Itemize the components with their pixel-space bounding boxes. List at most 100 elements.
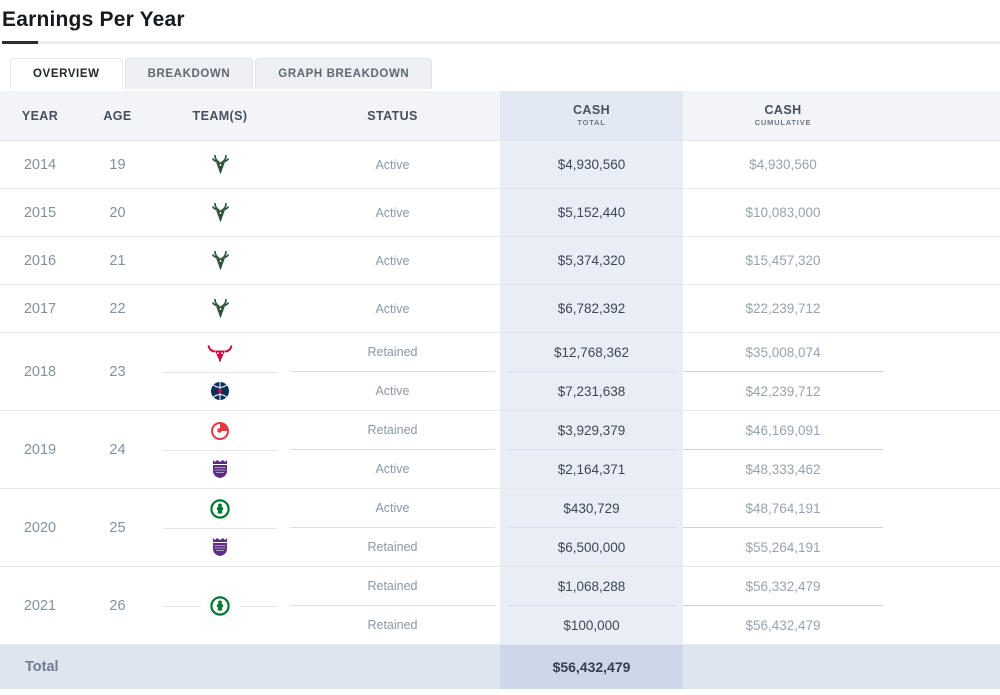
cash-total-cell-value: $5,374,320: [557, 253, 626, 268]
cash-total-cell-value: $2,164,371: [557, 461, 626, 477]
cash-total-cell: $430,729 $6,500,000: [500, 489, 683, 566]
header-cash-cumulative-sub: CUMULATIVE: [754, 118, 812, 128]
header-cash-total[interactable]: CASH TOTAL: [500, 91, 683, 140]
total-label: Total: [25, 659, 59, 675]
team-cell: [155, 489, 285, 566]
cash-total-cell-subrow-divider: [506, 371, 677, 372]
age-cell: 21: [80, 237, 155, 284]
age-cell: 26: [80, 567, 155, 644]
header-cash-cumulative-main: CASH: [764, 102, 802, 117]
wizards-logo[interactable]: [210, 372, 230, 410]
cash-total-cell-subrow-divider: [506, 605, 677, 606]
table-row: 2016 21 Active $5,374,320 $15,457,320: [0, 237, 1000, 285]
bulls-logo[interactable]: [207, 334, 233, 372]
cash-cumulative-cell-line: $42,239,712: [683, 372, 883, 410]
year-cell: 2014: [0, 141, 80, 188]
total-cash-cell: $56,432,479: [500, 645, 683, 689]
table-header-row: YEAR AGE TEAM(S) STATUS CASH TOTAL CASH …: [0, 91, 1000, 141]
cash-cumulative-cell-line: $15,457,320: [683, 237, 883, 284]
cash-total-cell-line: $6,500,000: [500, 528, 683, 566]
year-value: 2020: [23, 519, 57, 536]
cash-cumulative-cell-value: $15,457,320: [745, 253, 821, 268]
cash-total-cell-subrow-divider: [506, 527, 677, 528]
cash-total-cell: $6,782,392: [500, 285, 683, 332]
cash-cumulative-cell-value: $42,239,712: [745, 383, 821, 399]
status-cell: Active: [285, 189, 500, 236]
celtics-logo[interactable]: [201, 586, 239, 625]
cash-total-cell-line: $4,930,560: [500, 141, 683, 188]
status-cell-value: Retained: [367, 540, 418, 554]
cash-cumulative-cell-line: $56,432,479: [683, 606, 883, 644]
age-cell: 24: [80, 411, 155, 488]
total-label-cell: Total: [0, 645, 500, 689]
kings-logo[interactable]: [211, 450, 229, 488]
cash-cumulative-cell-line: $22,239,712: [683, 285, 883, 332]
cash-total-cell-line: $100,000: [500, 606, 683, 644]
table-row: 2018 23 Retained Active $12,768,362 $7,231,63…: [0, 333, 1000, 411]
cash-total-cell-line: $12,768,362: [500, 333, 683, 371]
year-cell: 2017: [0, 285, 80, 332]
cash-total-cell-value: $5,152,440: [557, 205, 626, 220]
cash-total-cell-line: $5,374,320: [500, 237, 683, 284]
team-subrow-divider: [163, 449, 277, 451]
cash-cumulative-cell: $56,332,479 $56,432,479: [683, 567, 883, 644]
team-cell: [155, 411, 285, 488]
cash-total-cell-line: $3,929,379: [500, 411, 683, 449]
cash-total-cell-value: $430,729: [563, 500, 620, 516]
hawks-logo[interactable]: [210, 412, 230, 450]
row-filler: [883, 567, 1000, 644]
row-filler: [883, 141, 1000, 188]
table-row: 2014 19 Active $4,930,560 $4,930,560: [0, 141, 1000, 189]
year-cell: 2020: [0, 489, 80, 566]
cash-total-cell-value: $7,231,638: [557, 383, 626, 399]
status-cell-value: Active: [375, 205, 410, 220]
cash-total-cell-line: $430,729: [500, 489, 683, 527]
tab-breakdown[interactable]: BREAKDOWN: [124, 58, 254, 89]
team-cell: [155, 237, 285, 284]
cash-cumulative-cell-value: $4,930,560: [749, 157, 817, 172]
cash-total-cell-value: $3,929,379: [557, 422, 626, 438]
kings-logo[interactable]: [211, 528, 229, 566]
age-cell: 23: [80, 333, 155, 410]
cash-total-cell: $12,768,362 $7,231,638: [500, 333, 683, 410]
cash-cumulative-cell-value: $46,169,091: [745, 422, 821, 438]
bucks-logo[interactable]: [211, 285, 230, 332]
celtics-logo[interactable]: [210, 490, 230, 528]
table-row: 2020 25 Active Retained $430,729 $6,500,000 $4…: [0, 489, 1000, 567]
table-row: 2015 20 Active $5,152,440 $10,083,000: [0, 189, 1000, 237]
status-cell-line: Active: [285, 372, 500, 410]
header-cash-total-main: CASH: [572, 102, 611, 117]
bucks-logo[interactable]: [211, 189, 230, 236]
bucks-logo[interactable]: [211, 237, 230, 284]
status-cell-line: Active: [285, 285, 500, 332]
status-cell-subrow-divider: [290, 371, 495, 372]
bucks-logo[interactable]: [211, 141, 230, 188]
total-row: Total $56,432,479: [0, 645, 1000, 689]
age-cell: 25: [80, 489, 155, 566]
status-cell: Retained Retained: [285, 567, 500, 644]
tab-graph-breakdown[interactable]: GRAPH BREAKDOWN: [255, 58, 433, 89]
header-status[interactable]: STATUS: [367, 108, 418, 123]
cash-total-cell-value: $6,500,000: [557, 539, 626, 555]
cash-total-cell: $5,152,440: [500, 189, 683, 236]
cash-cumulative-cell: $22,239,712: [683, 285, 883, 332]
cash-total-cell-line: $7,231,638: [500, 372, 683, 410]
cash-cumulative-cell-subrow-divider: [683, 449, 883, 450]
header-age[interactable]: AGE: [103, 108, 132, 123]
header-filler: [883, 91, 1000, 140]
cash-cumulative-cell: $4,930,560: [683, 141, 883, 188]
header-year[interactable]: YEAR: [21, 108, 59, 123]
cash-total-cell-value: $12,768,362: [553, 344, 630, 360]
title-divider: [2, 41, 1000, 44]
status-cell: Active: [285, 141, 500, 188]
tab-overview[interactable]: OVERVIEW: [10, 58, 123, 89]
status-cell-value: Retained: [367, 345, 418, 359]
cash-cumulative-cell-value: $48,764,191: [745, 500, 821, 516]
header-cash-cumulative[interactable]: CASH CUMULATIVE: [683, 91, 883, 140]
status-cell-subrow-divider: [290, 605, 495, 606]
header-teams[interactable]: TEAM(S): [192, 108, 248, 123]
year-value: 2018: [23, 363, 57, 380]
age-value: 25: [109, 519, 126, 536]
cash-cumulative-cell-value: $22,239,712: [745, 301, 821, 316]
cash-cumulative-cell-subrow-divider: [683, 605, 883, 606]
